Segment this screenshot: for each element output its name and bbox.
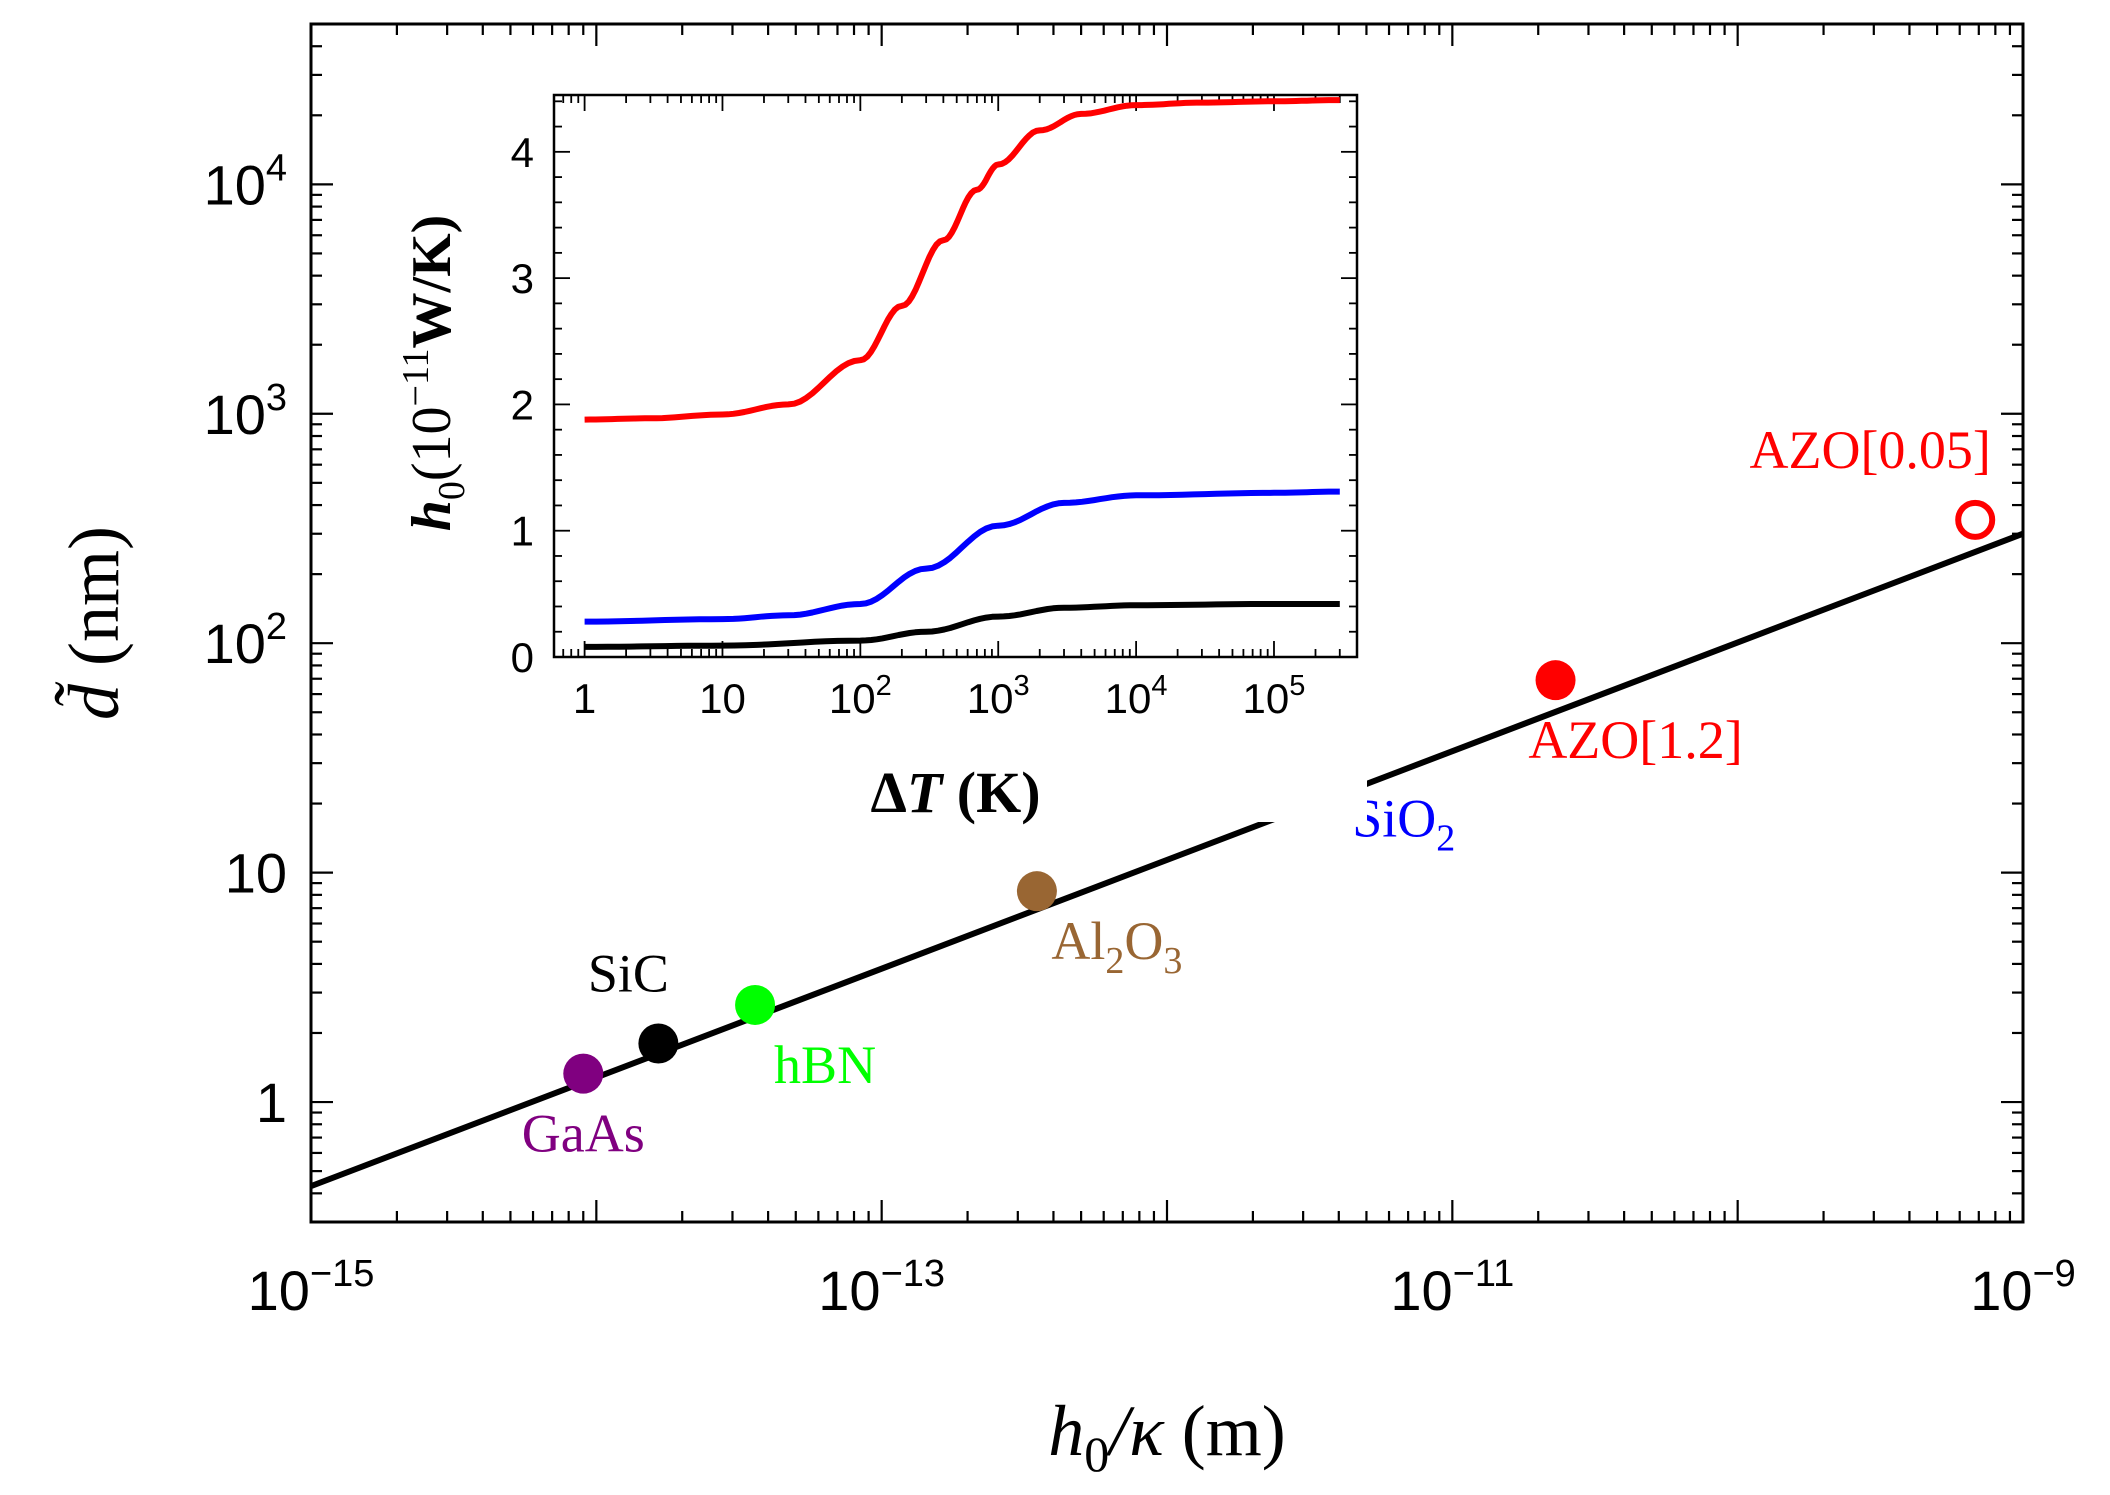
- y-tick-label: 102: [204, 606, 287, 675]
- inset-y-tick-label: 0: [511, 634, 534, 681]
- inset-x-tick-label: 102: [829, 670, 892, 722]
- inset-y-tick-label: 3: [511, 255, 534, 302]
- inset-y-axis-title: h0(10−11W/K): [395, 215, 473, 532]
- x-tick-label: 10−13: [818, 1253, 945, 1322]
- inset-x-tick-label: 104: [1105, 670, 1168, 722]
- y-tick-label: 10: [225, 842, 287, 905]
- y-tick-label: 1: [256, 1071, 287, 1134]
- point-AZO[0.05]: [1955, 499, 1996, 540]
- y-tick-label: 104: [204, 147, 287, 216]
- inset-y-tick-label: 2: [511, 381, 534, 428]
- point-Al2O3: [1016, 871, 1057, 912]
- inset-x-tick-label: 1: [573, 675, 596, 722]
- inset-series-red: [584, 97, 1340, 423]
- inset-x-axis-title: ΔT (K): [870, 760, 1040, 825]
- inset-axis-ticks: [553, 95, 1358, 658]
- inset-y-tick-label: 1: [511, 508, 534, 555]
- inset-series-blue: [584, 488, 1340, 625]
- inset-series-black: [584, 601, 1340, 650]
- label-hBN: hBN: [774, 1035, 876, 1095]
- inset-x-tick-label: 10: [699, 675, 746, 722]
- inset-x-tick-label: 103: [967, 670, 1030, 722]
- x-tick-label: 10−9: [1970, 1253, 2076, 1322]
- point-GaAs: [563, 1053, 604, 1094]
- label-GaAs: GaAs: [522, 1104, 645, 1164]
- label-AZO[0.05]: AZO[0.05]: [1749, 420, 1990, 480]
- label-AZO[1.2]: AZO[1.2]: [1528, 710, 1742, 770]
- main-axis-ticks: [309, 22, 2025, 1224]
- point-AZO[1.2]: [1535, 660, 1576, 701]
- inset-background: [424, 85, 1367, 822]
- x-axis-title: h0/κ (m): [1048, 1391, 1286, 1482]
- y-axis-title: d̃ (nm): [54, 526, 134, 720]
- x-tick-label: 10−15: [248, 1253, 375, 1322]
- y-tick-label: 103: [204, 377, 287, 446]
- point-hBN: [735, 984, 776, 1025]
- inset-y-tick-label: 4: [511, 129, 534, 176]
- label-Al2O3: Al2O3: [1051, 911, 1182, 982]
- label-SiC: SiC: [588, 943, 669, 1003]
- point-SiC: [638, 1023, 679, 1064]
- x-tick-label: 10−11: [1390, 1253, 1514, 1322]
- inset-x-tick-label: 105: [1243, 670, 1306, 722]
- inset-plot-frame: [552, 93, 1359, 659]
